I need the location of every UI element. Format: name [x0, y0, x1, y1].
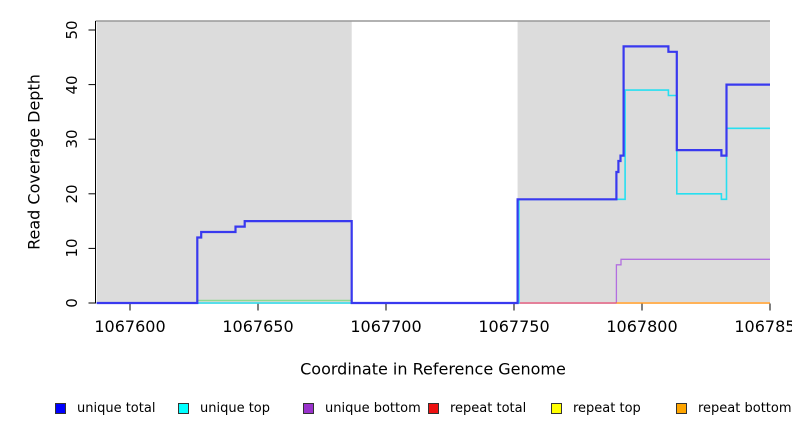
shaded-region [96, 21, 352, 302]
y-tick-label: 10 [63, 238, 81, 258]
y-tick-label: 50 [63, 20, 81, 40]
x-tick-label: 1067650 [222, 317, 294, 336]
x-tick-label: 1067700 [350, 317, 422, 336]
x-tick-label: 1067800 [606, 317, 678, 336]
x-axis-title: Coordinate in Reference Genome [300, 359, 566, 379]
y-tick-label: 20 [63, 184, 81, 204]
x-tick-label: 1067750 [478, 317, 550, 336]
series-line-unique-total [96, 45, 770, 305]
y-tick-label: 0 [63, 298, 81, 308]
x-tick-label: 1067600 [94, 317, 166, 336]
y-axis-title: Read Coverage Depth [24, 74, 44, 250]
y-tick-label: 30 [63, 129, 81, 149]
y-tick-label: 40 [63, 75, 81, 95]
shaded-region [517, 21, 770, 302]
